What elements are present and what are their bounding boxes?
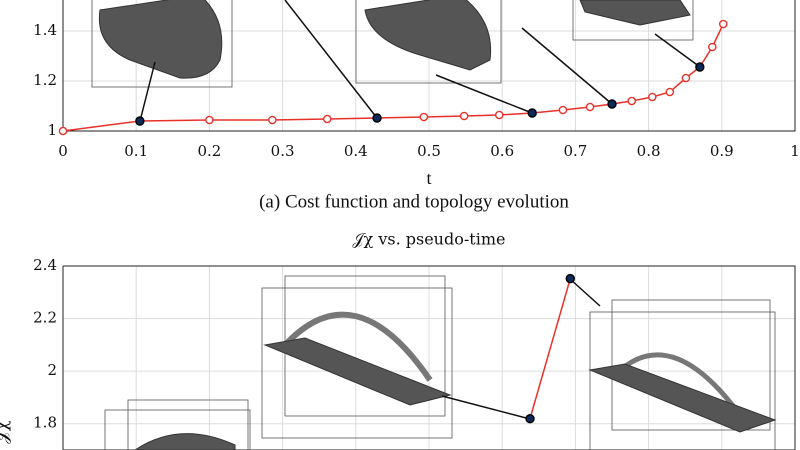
highlight-point bbox=[372, 113, 382, 123]
highlight-point bbox=[607, 99, 617, 109]
overlay: 0 0.1 0.2 0.3 0.4 0.5 0.6 0.7 0.8 0.9 1 1 1.2 1.4 t (a)… bbox=[0, 19, 800, 444]
y-tick-label: 2.4 bbox=[33, 256, 57, 274]
data-point bbox=[268, 115, 277, 125]
data-point bbox=[558, 105, 568, 115]
highlight-point bbox=[525, 414, 535, 424]
x-tick-label: 0.1 bbox=[124, 142, 148, 160]
snapshot bbox=[588, 363, 777, 433]
x-tick-label: 0.8 bbox=[637, 142, 661, 160]
snapshot-box bbox=[127, 399, 249, 450]
data-point bbox=[665, 87, 675, 97]
x-tick-label: 0.4 bbox=[344, 142, 368, 160]
snapshot bbox=[364, 0, 492, 71]
y-tick-label: 2.2 bbox=[33, 309, 57, 327]
y-tick-label: 1 bbox=[47, 121, 57, 139]
connector bbox=[284, 0, 378, 119]
snapshot-box bbox=[589, 311, 776, 450]
axes-frame bbox=[62, 0, 796, 132]
y-tick-label: 2 bbox=[47, 361, 57, 379]
data-point bbox=[707, 42, 717, 52]
y-tick-label: 1.8 bbox=[33, 414, 57, 432]
data-line bbox=[529, 278, 572, 419]
snapshot-box bbox=[355, 0, 502, 84]
x-tick-label: 0 bbox=[58, 142, 68, 160]
data-point bbox=[322, 114, 332, 124]
snapshot-box bbox=[104, 409, 251, 450]
x-tick-label: 0.7 bbox=[563, 142, 587, 160]
snapshot-box bbox=[611, 299, 771, 431]
data-point bbox=[627, 96, 637, 106]
snapshot bbox=[579, 0, 691, 26]
y-tick-label: 1.4 bbox=[33, 21, 57, 39]
connector bbox=[441, 395, 531, 420]
x-axis-label: t bbox=[426, 168, 431, 188]
caption: (a) Cost function and topology evolution bbox=[259, 191, 569, 212]
snapshot bbox=[134, 433, 236, 450]
data-point bbox=[494, 110, 504, 120]
data-point bbox=[718, 19, 728, 29]
connector bbox=[654, 33, 701, 68]
highlight-point bbox=[135, 116, 145, 126]
data-point bbox=[585, 102, 595, 112]
x-tick-label: 1 bbox=[790, 142, 800, 160]
x-tick-label: 0.2 bbox=[197, 142, 221, 160]
y-tick-label: 1.2 bbox=[33, 71, 57, 89]
highlight-point bbox=[527, 108, 537, 118]
connector bbox=[435, 74, 533, 114]
x-tick-label: 0.6 bbox=[490, 142, 514, 160]
snapshot bbox=[98, 0, 223, 79]
connector bbox=[569, 278, 601, 307]
data-point bbox=[459, 111, 469, 121]
highlight-point bbox=[565, 273, 575, 284]
connector bbox=[139, 61, 156, 122]
topology-snapshots bbox=[91, 0, 777, 450]
data-point bbox=[681, 73, 691, 83]
x-tick-label: 0.3 bbox=[271, 142, 295, 160]
data-point bbox=[205, 115, 214, 125]
data-point bbox=[647, 92, 657, 102]
snapshot-box bbox=[91, 0, 233, 88]
chart-title: 𝒥χ vs. pseudo-time bbox=[353, 230, 506, 249]
snapshot bbox=[282, 311, 433, 382]
snapshot bbox=[613, 352, 743, 417]
data-point bbox=[58, 126, 68, 136]
x-tick-label: 0.5 bbox=[417, 142, 441, 160]
connector bbox=[521, 27, 613, 105]
snapshot bbox=[263, 337, 452, 406]
highlight-point bbox=[695, 62, 705, 72]
snapshot-box bbox=[261, 287, 453, 439]
axes-frame bbox=[62, 265, 796, 450]
x-tick-label: 0.9 bbox=[710, 142, 734, 160]
data-point bbox=[419, 112, 429, 122]
snapshot-box bbox=[572, 0, 694, 41]
y-axis-label: 𝒥χ bbox=[0, 420, 12, 443]
